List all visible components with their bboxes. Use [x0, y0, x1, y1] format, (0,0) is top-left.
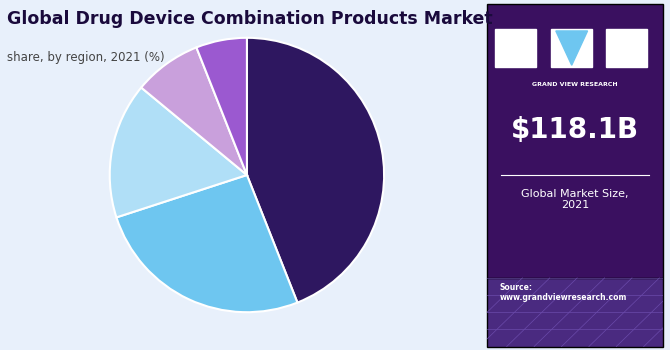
FancyBboxPatch shape — [487, 278, 663, 346]
FancyBboxPatch shape — [551, 29, 592, 67]
Wedge shape — [110, 88, 247, 217]
Text: GRAND VIEW RESEARCH: GRAND VIEW RESEARCH — [533, 82, 618, 88]
Wedge shape — [196, 38, 247, 175]
Wedge shape — [141, 48, 247, 175]
Polygon shape — [556, 31, 588, 65]
Text: Global Market Size,
2021: Global Market Size, 2021 — [521, 189, 629, 210]
Text: $118.1B: $118.1B — [511, 117, 639, 145]
Text: Global Drug Device Combination Products Market: Global Drug Device Combination Products … — [7, 10, 492, 28]
FancyBboxPatch shape — [495, 29, 535, 67]
Wedge shape — [247, 38, 384, 302]
Text: share, by region, 2021 (%): share, by region, 2021 (%) — [7, 51, 164, 64]
Text: Source:
www.grandviewresearch.com: Source: www.grandviewresearch.com — [499, 283, 627, 302]
Wedge shape — [117, 175, 297, 312]
FancyBboxPatch shape — [487, 4, 663, 346]
FancyBboxPatch shape — [606, 29, 647, 67]
